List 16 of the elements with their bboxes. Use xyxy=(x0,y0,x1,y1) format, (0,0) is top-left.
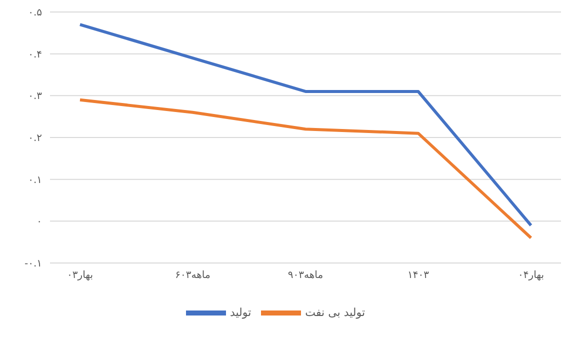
legend-label: تولید xyxy=(230,306,252,320)
line-series xyxy=(78,23,532,227)
legend-label: تولید بی نفت xyxy=(305,306,366,320)
y-tick-label: ۰.۵ xyxy=(28,8,42,19)
x-tick-label: ۶ماهه۰۳ xyxy=(175,270,210,282)
y-tick-label: -۰.۱ xyxy=(24,258,42,270)
y-tick-label: ۰.۳ xyxy=(28,91,43,102)
x-tick-label: بهار۰۴ xyxy=(518,270,544,282)
y-tick-label: ۰.۱ xyxy=(28,174,42,186)
line-series xyxy=(78,98,532,240)
y-tick-label: ۰.۴ xyxy=(28,49,42,60)
y-tick-label: ۰ xyxy=(36,216,42,228)
x-tick-label: ۹ماهه۰۳ xyxy=(288,270,324,282)
y-tick-label: ۰.۲ xyxy=(28,133,42,144)
x-tick-label: بهار۰۳ xyxy=(66,270,94,282)
x-tick-label: ۱۴۰۳ xyxy=(408,270,430,282)
